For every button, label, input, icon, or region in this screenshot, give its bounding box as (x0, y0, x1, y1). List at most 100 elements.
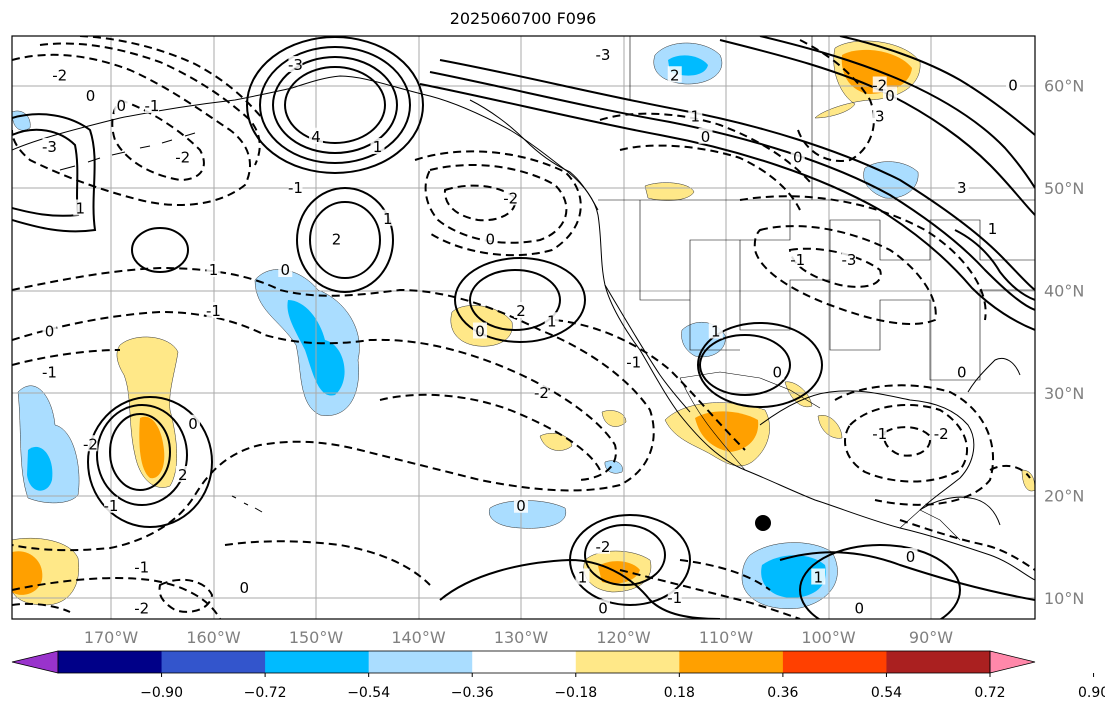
contour-label-background (237, 578, 252, 595)
positive-contour (131, 227, 189, 273)
negative-contour (844, 404, 969, 483)
positive-contour (272, 56, 398, 154)
negative-contour (619, 569, 801, 619)
contour-label-background (42, 363, 57, 380)
contour-value-label: -2 (134, 599, 149, 617)
negative-contour (788, 247, 882, 288)
contour-label-background (42, 138, 57, 154)
colorbar: −0.90 −0.72 −0.54 −0.36 −0.18 0.18 0.36 0.54 0.7… (11, 650, 1105, 701)
graticule (12, 36, 1035, 619)
negative-contour (158, 578, 214, 613)
contour-value-label: 1 (75, 200, 85, 218)
contour-label-background (811, 568, 826, 585)
contour-label-background (483, 230, 498, 247)
positive-contour (284, 66, 386, 144)
contour-label-layer: -200-3-1-211-34121-10-1-20210-2012-30-1-… (42, 45, 1049, 617)
contour-value-label: -1 (134, 558, 149, 576)
positive-contour (12, 113, 97, 233)
positive-contour (697, 322, 823, 408)
contour-value-label: 0 (854, 599, 864, 617)
contour-value-label: 1 (690, 107, 700, 125)
colorbar-bin (58, 651, 163, 673)
longitude-tick-label: 110°W (699, 628, 754, 647)
negative-anomaly-core (27, 446, 53, 491)
contour-value-label: 0 (475, 323, 485, 341)
negative-contour (12, 577, 221, 619)
contour-label-background (175, 148, 190, 165)
contour-label-background (380, 209, 395, 226)
contour-value-label: -1 (104, 497, 119, 515)
longitude-tick-label: 100°W (801, 628, 856, 647)
negative-contour (883, 426, 932, 457)
negative-contour (224, 540, 431, 586)
positive-contour (719, 39, 1035, 216)
colorbar-bin (886, 651, 991, 673)
longitude-tick-label: 120°W (596, 628, 651, 647)
contour-label-background (206, 261, 221, 277)
colorbar-tick-label: 0.90 (1078, 685, 1105, 701)
contour-label-background (514, 496, 528, 513)
contour-label-background (514, 302, 528, 318)
contour-value-label: 0 (485, 230, 495, 248)
contour-value-label: 1 (1039, 97, 1049, 115)
contour-value-label: 0 (701, 128, 711, 146)
contour-value-label: 2 (516, 302, 526, 320)
contour-value-label: 0 (906, 548, 916, 566)
contour-value-label: -2 (596, 538, 611, 556)
contour-label-background (370, 138, 385, 154)
positive-anomaly-core (139, 416, 165, 479)
positive-anomaly-region (644, 182, 695, 201)
contour-value-label: 3 (875, 107, 885, 125)
contour-value-label: 0 (793, 148, 803, 166)
contour-value-label: 0 (1008, 77, 1018, 95)
negative-contour (414, 150, 582, 257)
contour-value-label: 0 (516, 497, 526, 515)
contour-label-background (186, 414, 200, 431)
map-title: 2025060700 F096 (449, 9, 597, 28)
negative-contour (12, 266, 655, 552)
contour-label-background (667, 66, 682, 83)
contour-label-background (903, 548, 918, 564)
contour-label-background (288, 56, 303, 72)
contour-value-label: 0 (885, 87, 895, 105)
positive-contour (259, 46, 411, 164)
contour-label-background (985, 220, 1000, 236)
longitude-tick-label: 160°W (186, 628, 241, 647)
colorbar-tick-label: −0.36 (451, 685, 494, 701)
contour-value-label: -1 (288, 179, 303, 197)
negative-contour (12, 602, 71, 613)
colorbar-outline (57, 650, 991, 674)
negative-contour (619, 144, 801, 211)
latitude-tick-label: 30°N (1044, 384, 1084, 403)
contour-value-label: -3 (596, 46, 611, 64)
contour-value-label: -2 (52, 66, 67, 84)
contour-value-label: 1 (209, 261, 219, 279)
latitude-tick-label: 50°N (1044, 179, 1084, 198)
contour-label-background (73, 199, 88, 216)
contour-label-background (329, 230, 344, 247)
longitude-tick-label: 150°W (289, 628, 344, 647)
contour-label-background (83, 435, 98, 452)
contour-label-background (42, 322, 57, 339)
contour-value-label: -1 (872, 425, 887, 443)
positive-contour (109, 413, 171, 491)
contour-value-label: 0 (957, 364, 967, 382)
contour-value-label: 0 (772, 364, 782, 382)
positive-contour (779, 551, 1035, 601)
colorbar-tick-label: 0.18 (664, 685, 695, 701)
contour-value-label: 0 (116, 97, 126, 115)
north-america-coastline (12, 75, 1035, 581)
contour-label-background (596, 537, 610, 554)
contour-label-background (790, 148, 805, 165)
positive-contour (439, 558, 721, 619)
contour-label-background (790, 250, 805, 267)
negative-contour (739, 195, 987, 321)
positive-contour (584, 524, 666, 586)
latitude-axis-labels: 60°N 50°N 40°N 30°N 20°N 10°N (1044, 77, 1084, 609)
location-marker (755, 515, 771, 531)
contour-value-label: 1 (813, 569, 823, 587)
contour-value-label: 1 (547, 312, 557, 330)
contour-value-label: -1 (790, 251, 805, 269)
positive-contour (699, 334, 791, 396)
